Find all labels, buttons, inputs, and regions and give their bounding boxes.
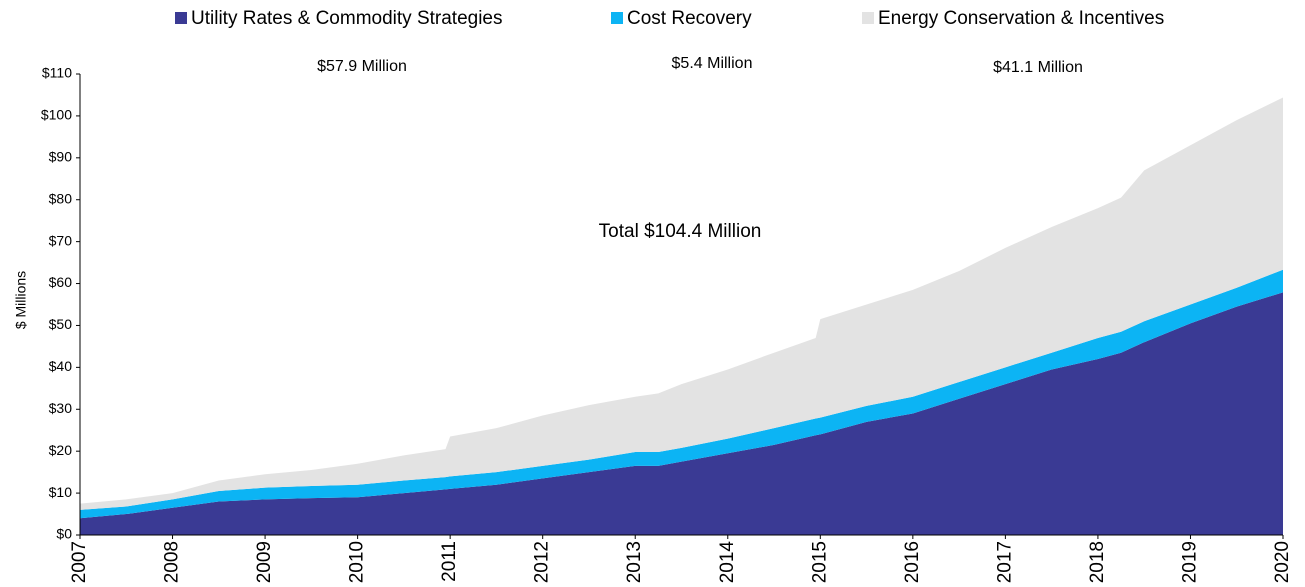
y-tick-label: $30 — [49, 400, 73, 416]
area — [80, 292, 1283, 535]
y-tick-label: $0 — [56, 526, 72, 542]
x-tick-label: 2015 — [809, 541, 830, 583]
y-tick-label: $90 — [49, 149, 73, 165]
y-tick-label: $20 — [49, 442, 73, 458]
x-tick-label: 2020 — [1272, 541, 1293, 583]
x-tick-label: 2013 — [624, 541, 645, 583]
legend-label: Utility Rates & Commodity Strategies — [191, 8, 503, 29]
annotation: $41.1 Million — [993, 59, 1083, 76]
x-tick-label: 2008 — [162, 541, 183, 583]
annotation: Total $104.4 Million — [599, 221, 762, 242]
x-tick-label: 2018 — [1087, 541, 1108, 583]
x-tick-label: 2010 — [347, 541, 368, 583]
y-tick-label: $10 — [49, 484, 73, 500]
x-tick-label: 2012 — [532, 541, 553, 583]
legend-label: Cost Recovery — [627, 8, 752, 29]
legend-swatch — [862, 12, 874, 24]
legend-swatch — [611, 12, 623, 24]
x-tick-label: 2014 — [717, 541, 738, 584]
legend-label: Energy Conservation & Incentives — [878, 8, 1164, 29]
x-tick-label: 2009 — [254, 541, 275, 583]
y-tick-label: $40 — [49, 358, 73, 374]
y-tick-label: $60 — [49, 274, 73, 290]
annotation: $57.9 Million — [317, 58, 407, 75]
x-tick-label: 2007 — [69, 541, 90, 583]
y-tick-label: $100 — [41, 107, 72, 123]
y-tick-label: $80 — [49, 190, 73, 206]
y-tick-label: $70 — [49, 232, 73, 248]
y-axis-label: $ Millions — [13, 271, 29, 329]
x-tick-label: 2016 — [902, 541, 923, 583]
annotation: $5.4 Million — [672, 55, 753, 72]
legend-swatch — [175, 12, 187, 24]
y-tick-label: $50 — [49, 316, 73, 332]
x-tick-label: 2017 — [994, 541, 1015, 583]
x-tick-label: 2011 — [439, 541, 460, 582]
x-tick-label: 2019 — [1179, 541, 1200, 583]
area — [80, 97, 1283, 510]
y-tick-label: $110 — [42, 65, 72, 81]
